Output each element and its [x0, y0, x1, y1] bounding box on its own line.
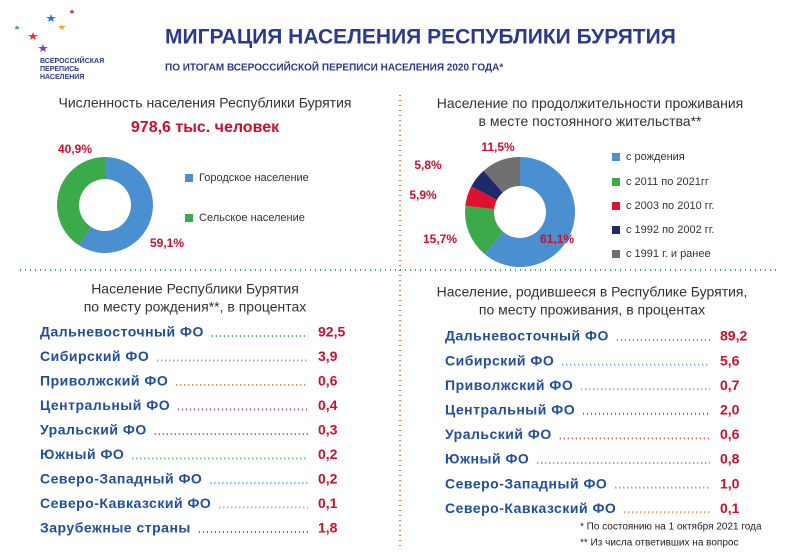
data-label: 5,9% — [409, 188, 437, 202]
region-value: 0,8 — [720, 451, 740, 467]
region-value: 1,8 — [318, 520, 338, 536]
list-title: Население Республики Бурятия — [91, 281, 299, 297]
logo-text: ПЕРЕПИСЬ — [40, 66, 79, 73]
data-label: 15,7% — [423, 232, 457, 246]
legend-swatch — [612, 226, 620, 234]
legend-swatch — [185, 214, 193, 222]
logo-star — [14, 25, 20, 30]
legend-swatch — [612, 250, 620, 258]
logo: ВСЕРОССИЙСКАЯ ПЕРЕПИСЬ НАСЕЛЕНИЯ — [14, 9, 104, 81]
logo-text: ВСЕРОССИЙСКАЯ — [40, 56, 104, 65]
list-title: Население, родившееся в Республике Бурят… — [437, 284, 748, 300]
region-value: 0,7 — [720, 377, 740, 393]
region-name: Южный ФО — [445, 451, 529, 467]
region-name: Северо-Кавказский ФО — [445, 500, 616, 516]
region-value: 0,2 — [318, 446, 338, 462]
region-value: 0,4 — [318, 397, 338, 413]
donut-segment — [471, 170, 503, 200]
region-value: 92,5 — [318, 324, 345, 340]
legend-label: с 2011 по 2021гг — [626, 176, 709, 188]
donut-segment — [465, 205, 504, 255]
legend-label: Сельское население — [199, 212, 305, 224]
region-value: 89,2 — [720, 328, 747, 344]
region-value: 1,0 — [720, 475, 740, 491]
data-label: 59,1% — [150, 236, 184, 250]
donut-segment — [56, 157, 105, 246]
chart-subtitle: 978,6 тыс. человек — [131, 119, 280, 136]
region-name: Дальневосточный ФО — [40, 324, 204, 340]
legend-label: с 1992 по 2002 гг. — [626, 224, 714, 236]
donut-segment — [484, 157, 576, 267]
logo-star — [38, 44, 48, 52]
legend-swatch — [612, 153, 620, 161]
donut-segment — [483, 157, 520, 193]
region-name: Центральный ФО — [445, 402, 575, 418]
page-title: МИГРАЦИЯ НАСЕЛЕНИЯ РЕСПУБЛИКИ БУРЯТИЯ — [165, 26, 676, 49]
page-subtitle: ПО ИТОГАМ ВСЕРОССИЙСКОЙ ПЕРЕПИСИ НАСЕЛЕН… — [165, 61, 503, 74]
region-value: 0,3 — [318, 422, 338, 438]
legend-swatch — [612, 178, 620, 186]
logo-star — [28, 32, 38, 40]
legend-swatch — [612, 202, 620, 210]
region-value: 0,2 — [318, 471, 338, 487]
region-value: 0,1 — [318, 495, 338, 511]
logo-text: НАСЕЛЕНИЯ — [40, 74, 84, 81]
region-name: Сибирский ФО — [40, 348, 149, 364]
region-name: Приволжский ФО — [445, 377, 573, 393]
legend-label: с 1991 г. и ранее — [626, 248, 711, 260]
region-value: 3,9 — [318, 348, 338, 364]
region-value: 0,1 — [720, 500, 740, 516]
list-title: по месту рождения**, в процентах — [84, 299, 307, 315]
region-name: Сибирский ФО — [445, 352, 554, 368]
legend-label: с рождения — [626, 151, 685, 163]
donut-segment — [465, 186, 497, 210]
logo-star — [46, 14, 56, 22]
region-name: Северо-Западный ФО — [40, 471, 202, 487]
donut-segment — [79, 157, 153, 254]
region-name: Приволжский ФО — [40, 373, 168, 389]
chart-title: Население по продолжительности проживани… — [437, 95, 744, 129]
legend-label: Городское население — [199, 172, 309, 184]
legend-label: с 2003 по 2010 гг. — [626, 200, 714, 212]
chart-title: Численность населения Республики Бурятия — [59, 95, 352, 111]
region-name: Северо-Западный ФО — [445, 475, 607, 491]
region-name: Дальневосточный ФО — [445, 328, 609, 344]
footnote: * По состоянию на 1 октября 2021 года — [580, 521, 762, 533]
region-value: 0,6 — [720, 426, 740, 442]
region-name: Южный ФО — [40, 446, 124, 462]
region-name: Центральный ФО — [40, 397, 170, 413]
data-label: 11,5% — [481, 140, 515, 154]
region-name: Зарубежные страны — [40, 520, 191, 536]
data-label: 61,1% — [540, 232, 574, 246]
legend-swatch — [185, 174, 193, 182]
region-name: Уральский ФО — [40, 422, 147, 438]
region-value: 0,6 — [318, 373, 338, 389]
data-label: 5,8% — [414, 158, 442, 172]
footnote: ** Из числа ответивших на вопрос — [580, 538, 738, 549]
logo-star — [69, 9, 75, 14]
data-label: 40,9% — [58, 142, 92, 156]
region-name: Уральский ФО — [445, 426, 552, 442]
region-value: 2,0 — [720, 402, 740, 418]
list-title: по месту проживания, в процентах — [479, 302, 705, 318]
region-name: Северо-Кавказский ФО — [40, 495, 211, 511]
logo-star — [58, 24, 66, 30]
region-value: 5,6 — [720, 352, 740, 368]
